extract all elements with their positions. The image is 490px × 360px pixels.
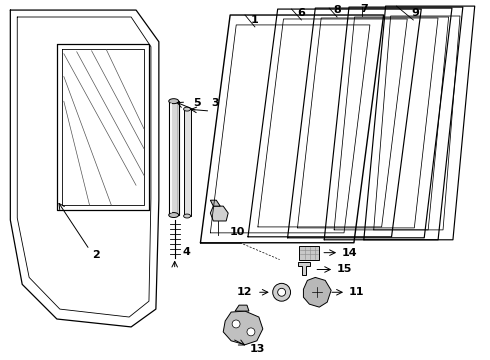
Text: 1: 1	[251, 15, 259, 25]
Ellipse shape	[184, 107, 191, 111]
Text: 4: 4	[183, 247, 191, 257]
Polygon shape	[223, 311, 263, 345]
Polygon shape	[235, 305, 249, 311]
Circle shape	[273, 283, 291, 301]
Text: 10: 10	[230, 227, 245, 237]
Text: 14: 14	[342, 248, 358, 258]
Text: 6: 6	[297, 8, 305, 18]
Circle shape	[278, 288, 286, 296]
Polygon shape	[298, 262, 310, 275]
Text: 3: 3	[211, 98, 219, 108]
Polygon shape	[210, 200, 220, 206]
Text: 2: 2	[93, 249, 100, 260]
Text: 12: 12	[237, 287, 252, 297]
Polygon shape	[210, 206, 228, 221]
Text: 9: 9	[412, 8, 419, 18]
Bar	[169, 101, 179, 215]
Circle shape	[232, 320, 240, 328]
Text: 5: 5	[194, 98, 201, 108]
FancyBboxPatch shape	[299, 246, 319, 260]
Text: 11: 11	[349, 287, 365, 297]
Polygon shape	[303, 278, 331, 307]
Circle shape	[247, 328, 255, 336]
Text: 7: 7	[360, 4, 368, 14]
Ellipse shape	[184, 214, 191, 218]
Text: 8: 8	[333, 5, 341, 15]
Text: 15: 15	[337, 265, 352, 274]
Text: 13: 13	[250, 344, 265, 354]
Bar	[184, 109, 191, 216]
Ellipse shape	[169, 212, 179, 217]
Ellipse shape	[169, 99, 179, 104]
